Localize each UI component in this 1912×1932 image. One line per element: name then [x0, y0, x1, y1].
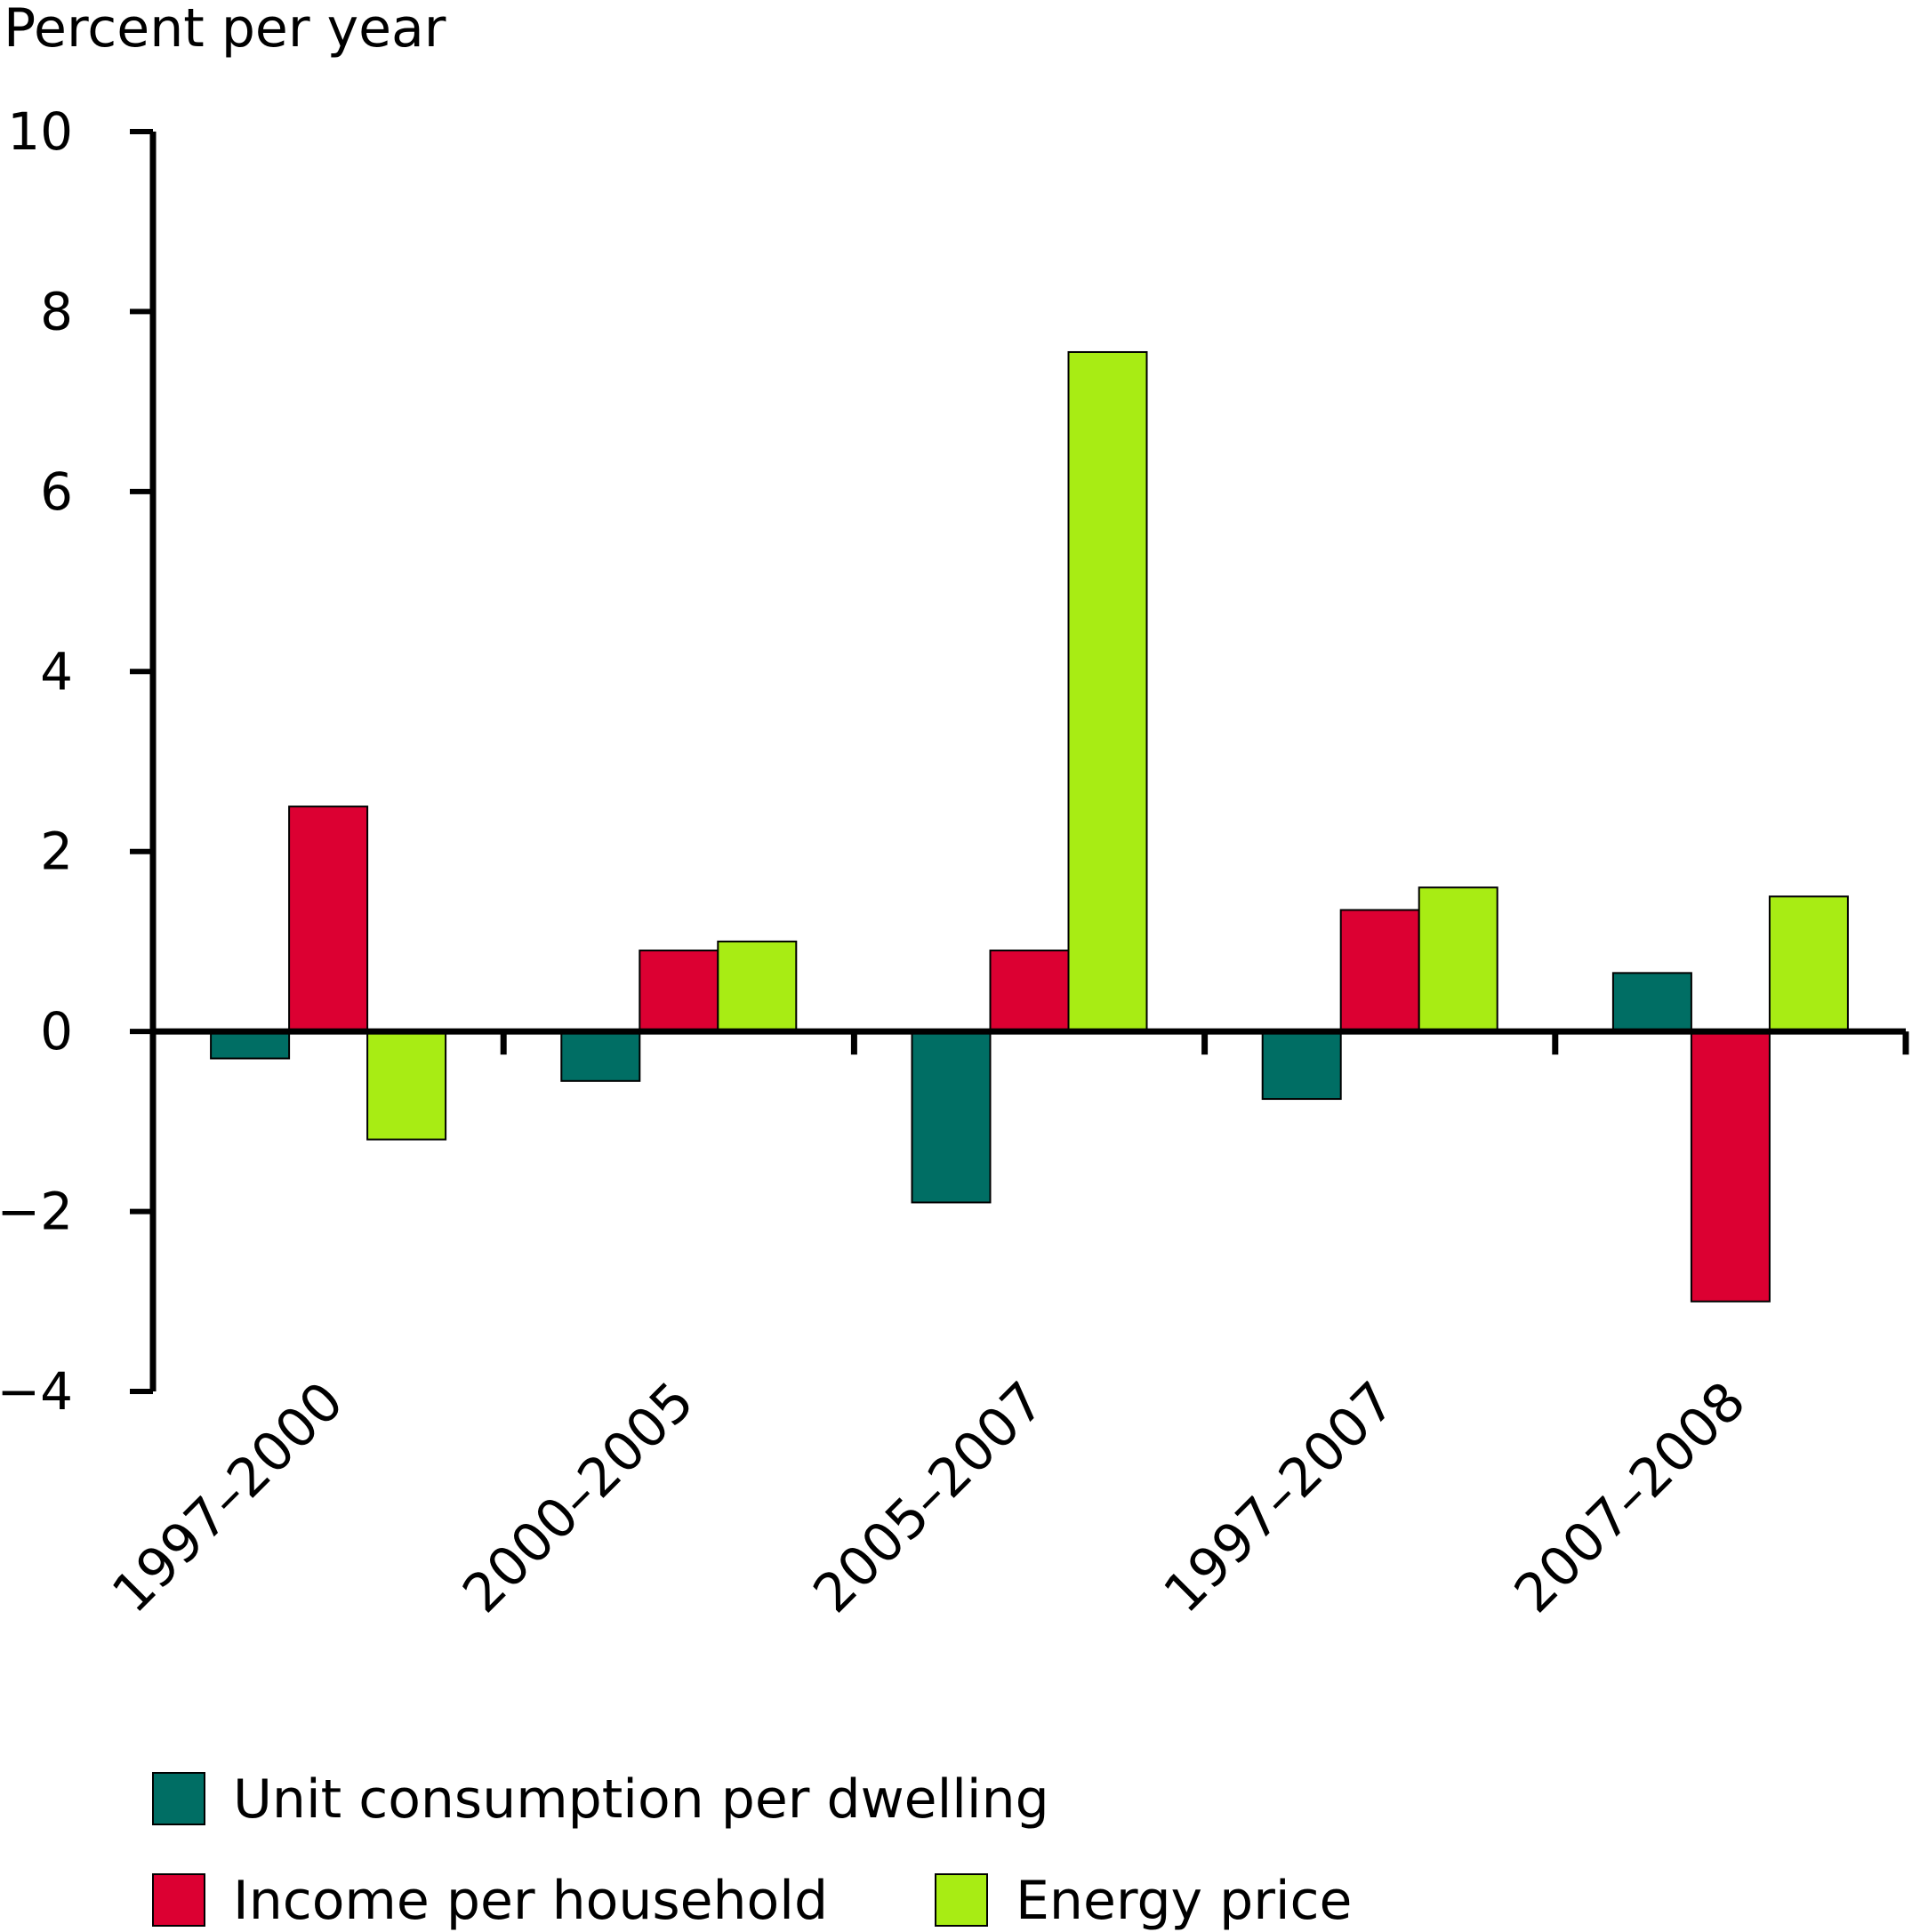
x-tick-label: 1997–2000 [100, 1370, 356, 1625]
bar [1690, 1030, 1771, 1303]
legend-label: Income per household [233, 1870, 828, 1932]
bar [288, 806, 369, 1033]
bar [1067, 350, 1148, 1033]
y-axis-title: Percent per year [4, 0, 446, 60]
y-tick-label: 4 [40, 641, 73, 701]
bar [639, 950, 719, 1033]
x-tick-label: 2005–2007 [801, 1370, 1056, 1625]
legend-swatch [152, 1873, 205, 1927]
legend-swatch [152, 1772, 205, 1825]
y-tick-label: 10 [7, 101, 73, 162]
legend-label: Energy price [1016, 1870, 1352, 1932]
bar [911, 1030, 992, 1204]
x-tick-label: 2000–2005 [451, 1370, 706, 1625]
x-tick-label: 2007–2008 [1503, 1370, 1758, 1625]
legend: Unit consumption per dwelling Income per … [152, 1768, 1352, 1932]
y-tick-label: 2 [40, 822, 73, 882]
y-tick-label: 6 [40, 461, 73, 522]
y-tick-label: −4 [0, 1361, 73, 1422]
bar [717, 940, 798, 1033]
plot-area: −4 −2 0 2 4 6 8 10 1997–2000 2000–2005 2005–2007 19… [0, 101, 1909, 1625]
bar [1261, 1030, 1342, 1101]
bar [989, 950, 1070, 1033]
bar [210, 1030, 291, 1060]
bar [1768, 895, 1849, 1033]
bar [560, 1030, 641, 1082]
bar [366, 1030, 447, 1141]
y-tick-label: −2 [0, 1182, 73, 1242]
bar [1339, 909, 1420, 1033]
legend-label: Unit consumption per dwelling [233, 1768, 1049, 1831]
y-tick-label: 8 [40, 281, 73, 341]
bar [1418, 886, 1498, 1033]
legend-swatch [935, 1873, 988, 1927]
y-tick-label: 0 [40, 1001, 73, 1062]
x-tick-label: 1997–2007 [1153, 1370, 1408, 1625]
bar [1611, 972, 1692, 1033]
